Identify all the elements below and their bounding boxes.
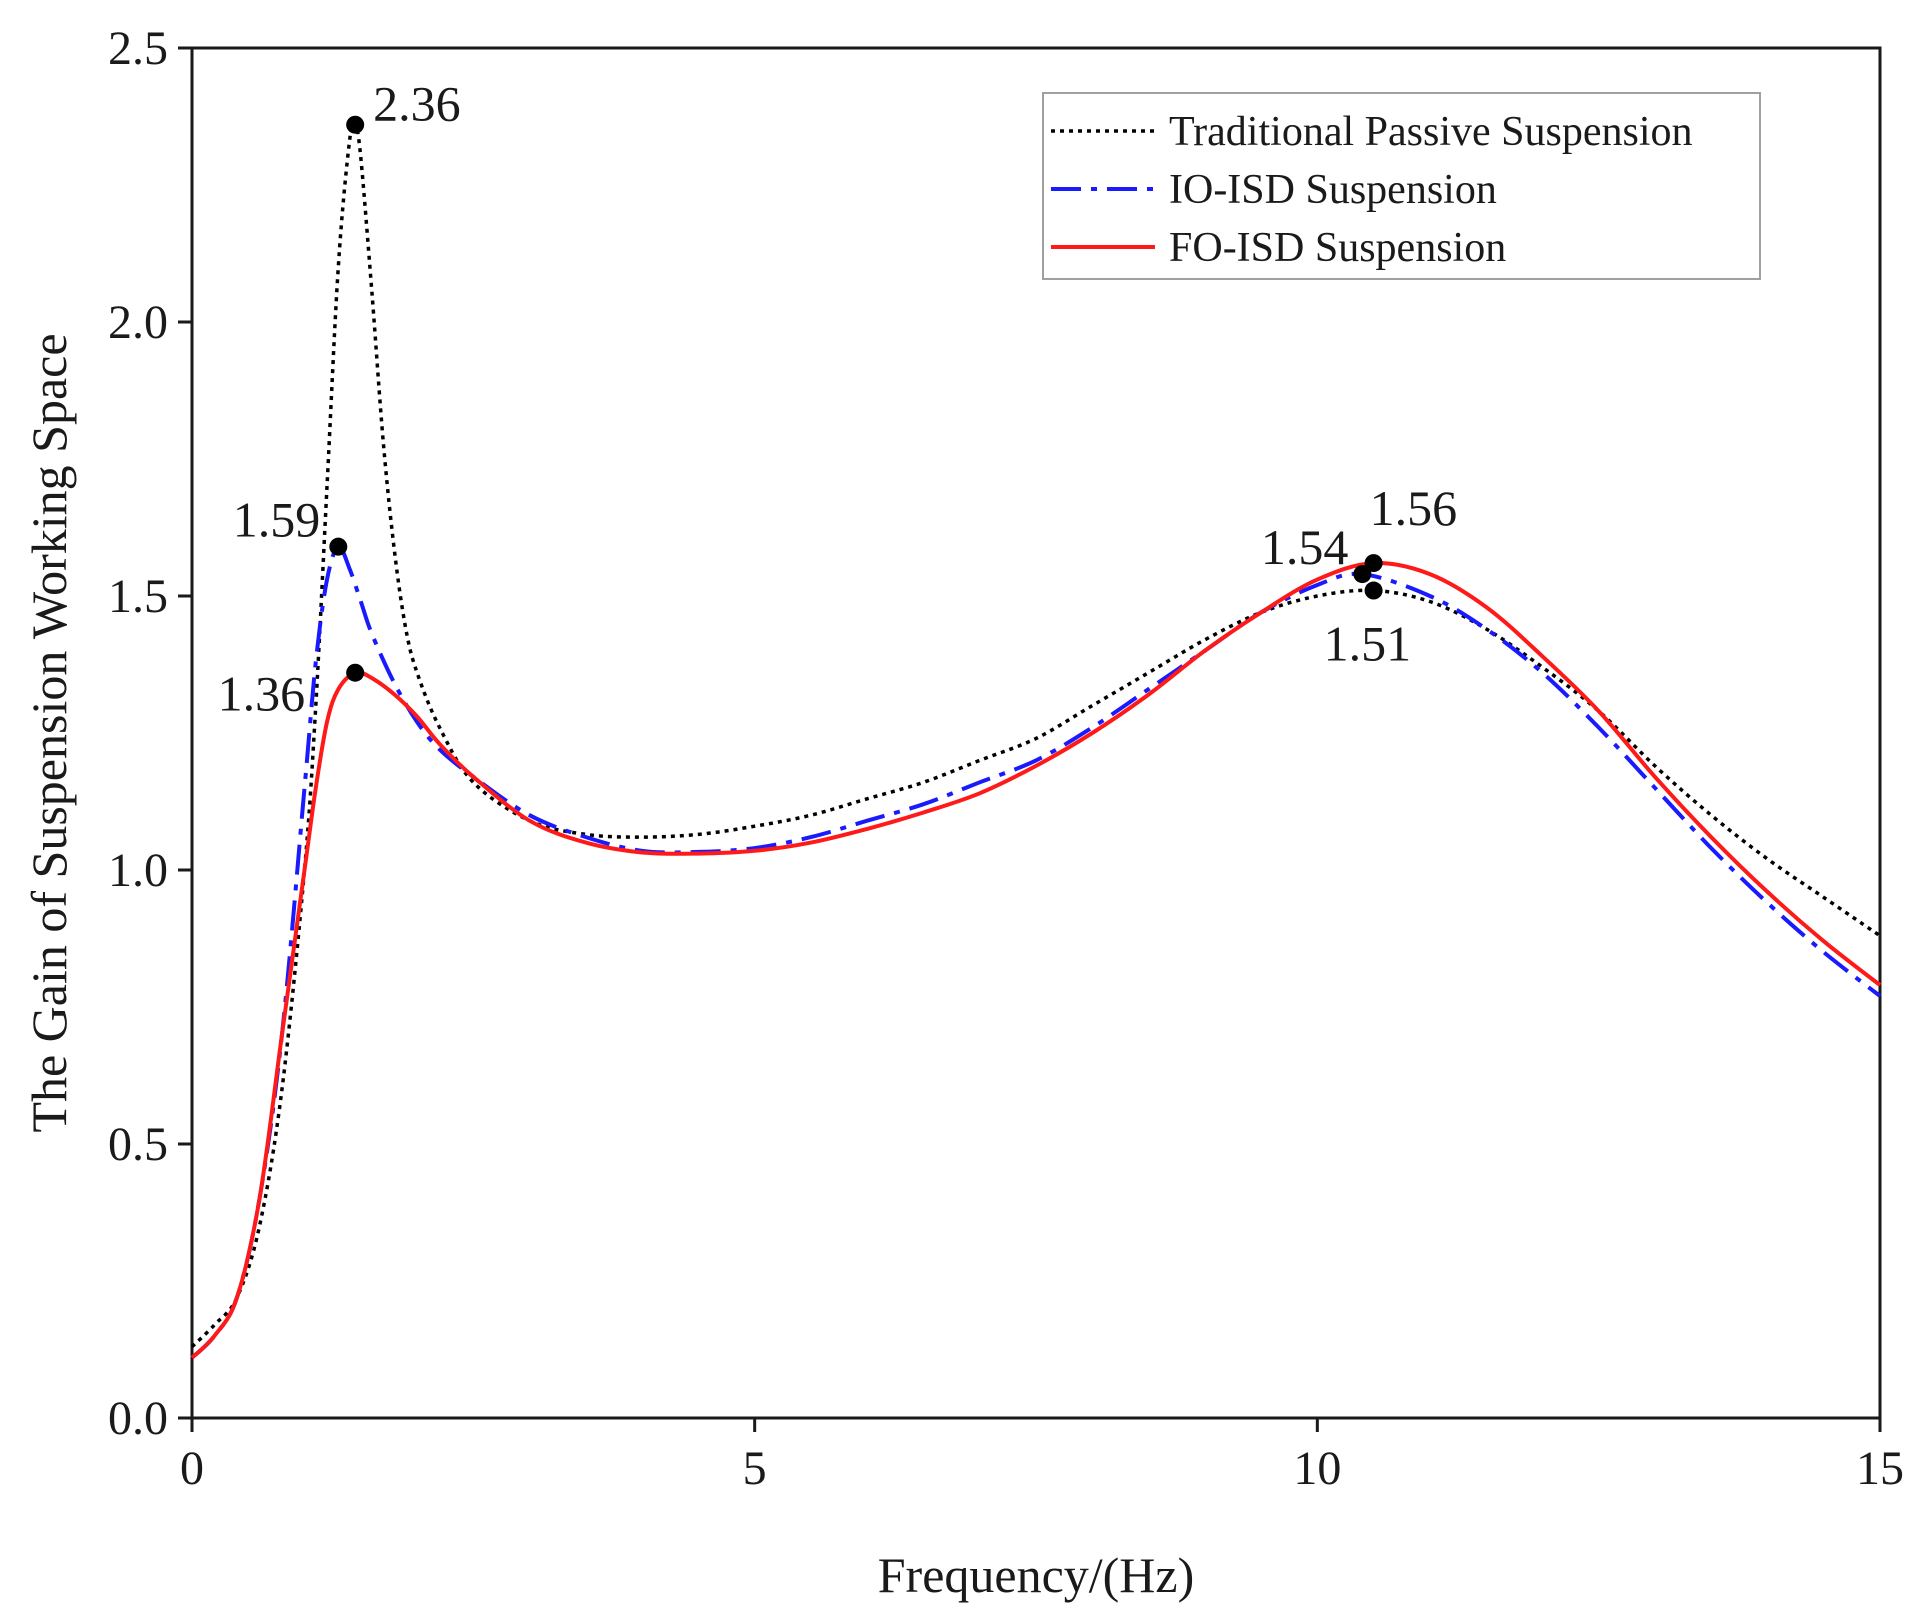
series-line-io-isd-suspension — [190, 544, 1882, 1360]
x-axis-title: Frequency/(Hz) — [878, 1547, 1195, 1603]
peak-label: 1.59 — [233, 492, 321, 548]
axis-ticks: 0 5 10 15 0.0 0.5 1.0 1.5 2.0 2.5 — [108, 22, 1904, 1495]
peak-marker — [346, 115, 365, 134]
plot-area-frame — [190, 46, 1882, 1420]
series-lines — [190, 120, 1882, 1360]
y-tick-label: 0.5 — [108, 1118, 168, 1171]
peak-label: 1.36 — [218, 666, 306, 722]
peak-marker — [329, 537, 348, 556]
legend-label-traditional-passive-suspension: Traditional Passive Suspension — [1169, 109, 1692, 155]
peak-label: 2.36 — [373, 76, 461, 132]
peak-annotations: 2.36 1.59 1.36 1.54 1.56 1.51 — [218, 76, 1457, 722]
legend-box — [1042, 92, 1761, 280]
peak-marker — [346, 663, 365, 682]
legend-label-fo-isd-suspension: FO-ISD Suspension — [1169, 225, 1506, 271]
x-tick-label: 10 — [1293, 1442, 1341, 1495]
series-line-fo-isd-suspension — [190, 561, 1882, 1360]
peak-marker — [1364, 554, 1383, 573]
y-tick-label: 1.5 — [108, 570, 168, 623]
y-tick-label: 2.5 — [108, 22, 168, 75]
peak-label: 1.56 — [1370, 480, 1458, 536]
y-tick-label: 1.0 — [108, 844, 168, 897]
series-line-traditional-passive-suspension — [190, 120, 1881, 1349]
x-tick-label: 15 — [1856, 1442, 1904, 1495]
peak-label: 1.51 — [1324, 616, 1412, 672]
x-tick-label: 0 — [180, 1442, 204, 1495]
peak-marker — [1364, 581, 1383, 600]
y-tick-label: 2.0 — [108, 296, 168, 349]
y-axis-title: The Gain of Suspension Working Space — [21, 333, 77, 1132]
legend-label-io-isd-suspension: IO-ISD Suspension — [1169, 167, 1497, 213]
peak-label: 1.54 — [1261, 519, 1349, 575]
x-tick-label: 5 — [743, 1442, 767, 1495]
peak-marker — [1353, 565, 1372, 584]
y-tick-label: 0.0 — [108, 1392, 168, 1445]
legend: Traditional Passive Suspension IO-ISD Sus… — [1042, 92, 1761, 280]
